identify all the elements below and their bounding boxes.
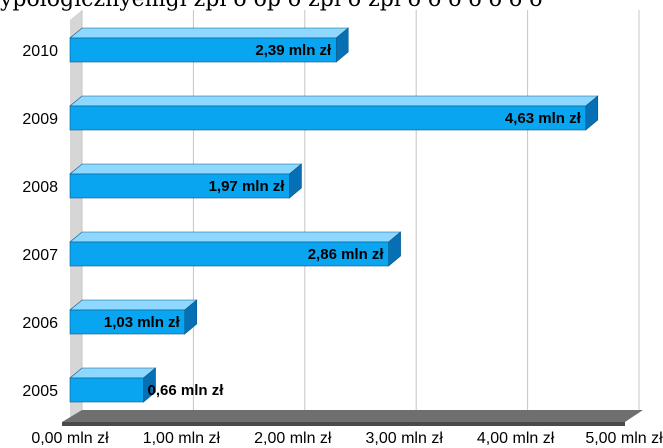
chart-back-wall	[70, 10, 82, 420]
chart-data-labels: 0,66 mln zł 1,03 mln zł 2,86 mln zł 1,97 ml…	[104, 42, 582, 399]
chart-floor	[62, 410, 643, 426]
y-tick-2010: 2010	[22, 43, 58, 60]
bar-2010	[69, 27, 350, 63]
x-tick-0: 0,00 mln zł	[31, 430, 109, 447]
bar-2008	[69, 163, 303, 199]
top-cropped-text: ypologicznyemgi zpi o op o zpi o zpi o o…	[0, 0, 663, 12]
data-label-2008: 1,97 mln zł	[209, 178, 286, 195]
bar-2006	[69, 299, 198, 335]
bar-front-face	[69, 241, 389, 267]
data-label-2009: 4,63 mln zł	[505, 110, 582, 127]
bar-top-face	[69, 163, 303, 175]
chart-x-ticks: 0,00 mln zł 1,00 mln zł 2,00 mln zł 3,00 ml…	[31, 430, 663, 447]
chart-gridlines	[81, 10, 640, 410]
data-label-2006: 1,03 mln zł	[104, 314, 181, 331]
bar-top-face	[69, 27, 350, 39]
bar-top-face	[69, 367, 157, 379]
x-tick-3: 3,00 mln zł	[366, 430, 444, 447]
bar-front-face	[69, 377, 144, 403]
bar-2005	[69, 367, 157, 403]
x-tick-5: 5,00 mln zł	[585, 430, 663, 447]
side-wall	[70, 10, 82, 420]
data-label-2005: 0,66 mln zł	[148, 382, 225, 399]
bar-top-face	[69, 95, 599, 107]
x-tick-1: 1,00 mln zł	[143, 430, 221, 447]
y-tick-2008: 2008	[22, 179, 58, 196]
x-tick-2: 2,00 mln zł	[254, 430, 332, 447]
data-label-2010: 2,39 mln zł	[255, 42, 332, 59]
bar-2007	[69, 231, 402, 267]
floor-top	[62, 410, 643, 422]
bar-front-face	[69, 37, 337, 63]
bar-front-face	[69, 105, 587, 131]
bar-2009	[69, 95, 599, 131]
bar-top-face	[69, 231, 402, 243]
bar-front-face	[69, 173, 290, 199]
x-tick-4: 4,00 mln zł	[477, 430, 555, 447]
bar-front-face	[69, 309, 186, 335]
chart-y-ticks: 2005 2006 2007 2008 2009 2010	[22, 43, 58, 400]
bar-top-face	[69, 299, 198, 311]
y-tick-2006: 2006	[22, 315, 58, 332]
y-tick-2007: 2007	[22, 247, 58, 264]
chart-bars	[69, 27, 599, 403]
y-tick-2009: 2009	[22, 111, 58, 128]
y-tick-2005: 2005	[22, 383, 58, 400]
data-label-2007: 2,86 mln zł	[308, 246, 385, 263]
floor-front	[62, 422, 625, 426]
